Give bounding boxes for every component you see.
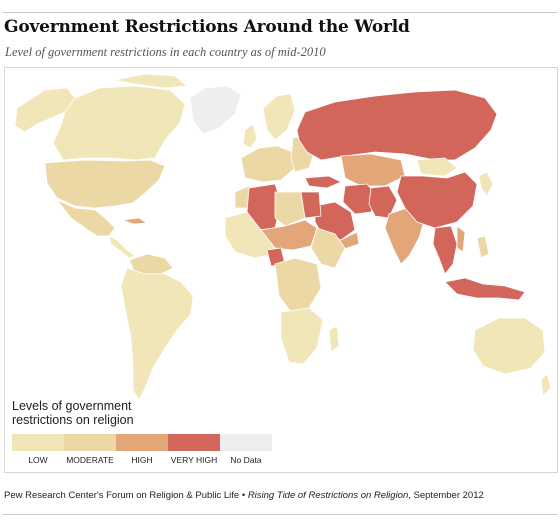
source-date: , September 2012 bbox=[408, 490, 484, 501]
region-australia bbox=[472, 317, 546, 375]
region-southeast-asia bbox=[432, 225, 458, 275]
legend-label-high: HIGH bbox=[131, 455, 153, 465]
bottom-rule bbox=[3, 514, 557, 515]
region-southern-africa bbox=[280, 307, 324, 365]
world-map-svg bbox=[14, 73, 552, 401]
legend-labels: LOW MODERATE HIGH VERY HIGH No Data bbox=[12, 455, 272, 467]
legend-swatches bbox=[12, 434, 272, 451]
region-new-zealand bbox=[540, 373, 552, 397]
region-western-europe bbox=[240, 145, 296, 183]
source-bullet: • bbox=[241, 490, 246, 501]
region-philippines bbox=[476, 235, 490, 259]
region-greenland bbox=[189, 85, 242, 135]
region-central-asia bbox=[340, 153, 406, 187]
region-egypt bbox=[300, 191, 322, 219]
region-mexico bbox=[56, 199, 116, 237]
region-central-america bbox=[108, 235, 136, 259]
region-china bbox=[396, 171, 478, 229]
legend-swatch-low bbox=[12, 434, 64, 451]
region-indonesia bbox=[444, 277, 526, 301]
region-south-america bbox=[120, 267, 194, 401]
region-madagascar bbox=[328, 325, 340, 353]
legend-label-no-data: No Data bbox=[230, 455, 262, 465]
page-subtitle: Level of government restrictions in each… bbox=[5, 45, 326, 59]
source-credit: Pew Research Center's Forum on Religion … bbox=[4, 490, 484, 501]
region-canada-islands bbox=[114, 73, 188, 89]
legend-label-low: LOW bbox=[28, 455, 48, 465]
world-map bbox=[4, 67, 558, 473]
region-vietnam bbox=[456, 225, 466, 253]
legend-label-moderate: MODERATE bbox=[66, 455, 114, 465]
top-rule bbox=[3, 12, 557, 13]
legend-swatch-moderate bbox=[64, 434, 116, 451]
page-title: Government Restrictions Around the World bbox=[4, 17, 410, 37]
region-uk bbox=[242, 123, 258, 149]
legend-swatch-high bbox=[116, 434, 168, 451]
region-usa bbox=[44, 159, 166, 209]
region-iran bbox=[342, 183, 378, 215]
legend-swatch-no-data bbox=[220, 434, 272, 451]
region-canada bbox=[52, 85, 186, 161]
region-mongolia bbox=[416, 157, 458, 177]
region-horn-of-africa bbox=[310, 227, 346, 269]
region-korea-japan bbox=[478, 171, 494, 197]
region-cuba bbox=[122, 217, 149, 225]
region-turkey bbox=[304, 175, 342, 189]
legend-swatch-very-high bbox=[168, 434, 220, 451]
region-libya bbox=[274, 191, 306, 227]
legend-label-very-high: VERY HIGH bbox=[170, 455, 218, 465]
source-publication: Rising Tide of Restrictions on Religion bbox=[247, 490, 409, 501]
legend-title: Levels of government restrictions on rel… bbox=[12, 399, 134, 427]
region-scandinavia bbox=[262, 93, 296, 141]
region-russia bbox=[296, 89, 498, 161]
region-alaska bbox=[14, 87, 76, 133]
source-org: Pew Research Center's Forum on Religion … bbox=[4, 490, 240, 501]
region-central-africa bbox=[274, 257, 322, 313]
